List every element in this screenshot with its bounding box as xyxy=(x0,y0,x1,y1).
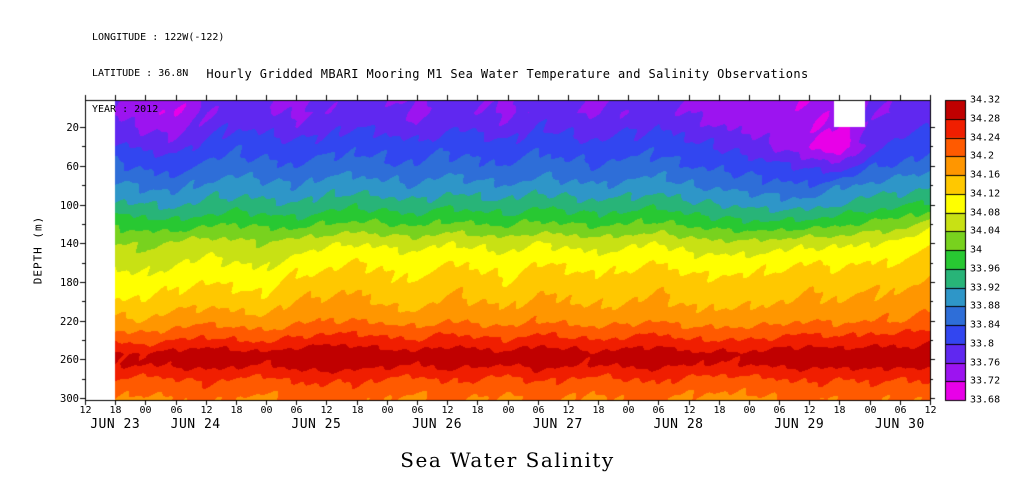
x-tick-label: 06 xyxy=(532,405,545,416)
x-tick-label: 12 xyxy=(200,405,213,416)
colorbar-label: 33.96 xyxy=(970,263,1001,275)
x-tick-label: 00 xyxy=(260,405,273,416)
colorbar-label: 34.24 xyxy=(970,132,1001,143)
x-tick-label: 18 xyxy=(833,405,846,416)
x-tick-label: 12 xyxy=(320,405,333,416)
x-tick-label: 12 xyxy=(924,405,937,416)
colorbar-label: 33.92 xyxy=(970,282,1001,293)
x-tick-label: 00 xyxy=(864,405,877,416)
x-tick-label: 00 xyxy=(381,405,394,416)
colorbar-label: 34.08 xyxy=(970,207,1001,218)
colorbar-label: 34.16 xyxy=(970,169,1001,181)
x-tick-label: 12 xyxy=(683,405,696,416)
y-tick-label: 180 xyxy=(60,276,79,289)
y-tick-label: 220 xyxy=(60,315,79,328)
colorbar-label: 33.8 xyxy=(970,338,995,350)
year-label: YEAR : 2012 xyxy=(92,104,159,115)
x-tick-label: 12 xyxy=(803,405,816,416)
colorbar-label: 33.84 xyxy=(970,319,1001,331)
date-label: JUN 30 xyxy=(874,417,925,432)
x-tick-label: 18 xyxy=(592,405,605,416)
x-tick-label: 00 xyxy=(139,405,152,416)
date-label: JUN 27 xyxy=(532,417,583,432)
longitude-label: LONGITUDE : 122W(-122) xyxy=(92,32,225,43)
bottom-title: Sea Water Salinity xyxy=(400,448,615,472)
colorbar-label: 34.04 xyxy=(970,225,1001,237)
x-tick-label: 18 xyxy=(230,405,243,416)
colorbar-label: 34.28 xyxy=(970,113,1001,125)
colorbar-label: 34 xyxy=(970,244,983,256)
colorbar-label: 33.76 xyxy=(970,357,1001,368)
x-tick-label: 00 xyxy=(622,405,635,416)
x-tick-label: 18 xyxy=(351,405,364,416)
date-label: JUN 26 xyxy=(412,417,463,432)
y-tick-label: 140 xyxy=(60,237,79,250)
x-tick-label: 06 xyxy=(290,405,303,416)
x-tick-label: 00 xyxy=(502,405,515,416)
x-tick-label: 06 xyxy=(170,405,183,416)
date-label: JUN 29 xyxy=(774,417,825,432)
latitude-label: LATITUDE : 36.8N xyxy=(92,68,189,79)
figure-title: Hourly Gridded MBARI Mooring M1 Sea Wate… xyxy=(206,67,809,81)
date-label: JUN 23 xyxy=(90,417,141,432)
x-tick-label: 18 xyxy=(713,405,726,416)
x-tick-label: 12 xyxy=(441,405,454,416)
date-label: JUN 28 xyxy=(653,417,704,432)
x-tick-label: 06 xyxy=(652,405,665,416)
colorbar-label: 34.32 xyxy=(970,94,1001,106)
date-label: JUN 25 xyxy=(291,417,342,432)
x-tick-label: 12 xyxy=(79,405,92,416)
colorbar-label: 33.72 xyxy=(970,375,1001,387)
x-tick-label: 18 xyxy=(109,405,122,416)
x-tick-label: 18 xyxy=(471,405,484,416)
colorbar-label: 34.12 xyxy=(970,188,1001,200)
x-tick-label: 12 xyxy=(562,405,575,416)
date-label: JUN 24 xyxy=(170,417,221,432)
x-tick-label: 00 xyxy=(743,405,756,416)
colorbar-label: 33.68 xyxy=(970,394,1001,406)
colorbar-label: 33.88 xyxy=(970,300,1001,312)
y-tick-label: 300 xyxy=(60,392,79,405)
x-tick-label: 06 xyxy=(411,405,424,416)
header-info: LONGITUDE : 122W(-122) LATITUDE : 36.8N … xyxy=(92,8,224,140)
x-tick-label: 06 xyxy=(773,405,786,416)
y-axis-label: DEPTH (m) xyxy=(31,215,45,285)
y-tick-label: 60 xyxy=(66,160,79,173)
y-tick-label: 100 xyxy=(60,199,79,212)
x-tick-label: 06 xyxy=(894,405,907,416)
colorbar-label: 34.2 xyxy=(970,150,995,162)
y-tick-label: 260 xyxy=(60,353,79,366)
y-tick-label: 20 xyxy=(66,121,79,134)
